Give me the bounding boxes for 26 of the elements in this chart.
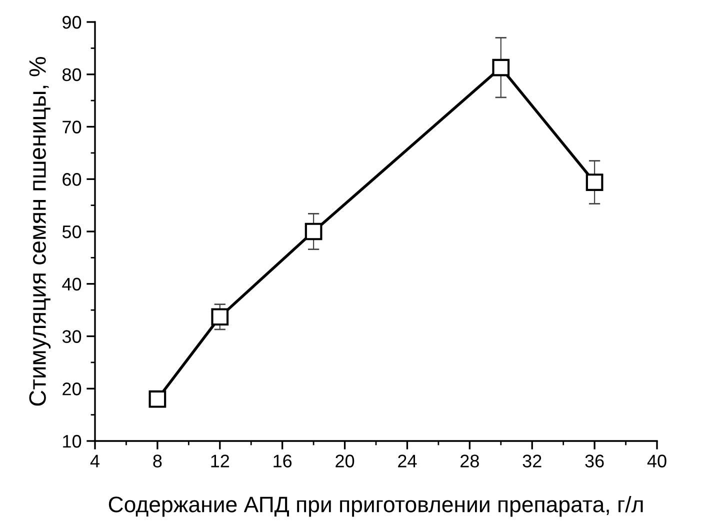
y-tick-label: 90 xyxy=(62,16,82,29)
x-tick-label: 4 xyxy=(90,454,100,468)
x-axis-title: Содержание АПД при приготовлении препарата, г/л xyxy=(108,496,643,517)
y-tick-label: 80 xyxy=(62,68,82,82)
y-tick-label: 10 xyxy=(63,434,82,448)
point xyxy=(211,308,229,326)
point xyxy=(304,222,322,240)
y-axis-title: Стимуляция семян пшеницы, % xyxy=(29,56,51,406)
x-tick-label: 40 xyxy=(647,454,666,468)
x-tick-label: 32 xyxy=(522,454,542,468)
y-tick-label: 60 xyxy=(62,173,82,186)
x-tick-label: 16 xyxy=(274,454,292,468)
y-tick-label: 40 xyxy=(62,278,82,291)
point xyxy=(148,390,166,408)
x-tick-label: 36 xyxy=(585,454,604,468)
y-tick-label: 20 xyxy=(62,382,82,396)
x-tick-label: 12 xyxy=(211,454,230,468)
y-tick-label: 70 xyxy=(62,120,82,134)
x-tick-label: 28 xyxy=(460,454,479,468)
x-tick-label: 20 xyxy=(336,454,354,468)
y-tick-label: 50 xyxy=(62,225,82,238)
x-tick-label: 8 xyxy=(153,454,162,468)
x-tick-label: 24 xyxy=(398,454,417,468)
point xyxy=(586,174,604,191)
point xyxy=(492,58,510,76)
y-tick-label: 30 xyxy=(62,330,82,343)
